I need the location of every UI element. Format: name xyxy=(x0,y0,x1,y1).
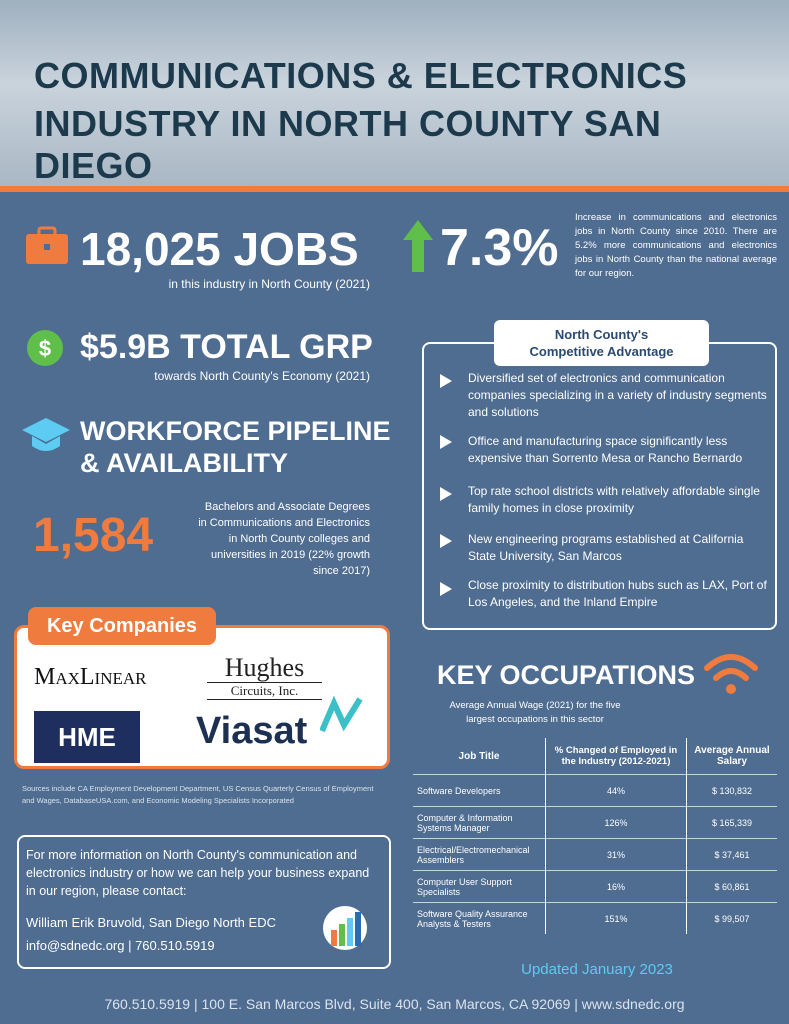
advantage-title-line: North County's xyxy=(554,327,649,342)
cell: 126% xyxy=(545,806,687,839)
cell: $ 60,861 xyxy=(686,870,777,903)
edc-logo xyxy=(323,906,367,950)
title: COMMUNICATIONS & ELECTRONICS xyxy=(34,55,688,96)
logo-text: Hughes xyxy=(224,653,305,682)
contact-name: William Erik Bruvold, San Diego North ED… xyxy=(26,915,276,930)
table-row: Computer & Information Systems Manager 12… xyxy=(413,806,777,839)
cell: $ 99,507 xyxy=(686,902,777,934)
advantage-item: Top rate school districts with relativel… xyxy=(468,484,760,515)
title: INDUSTRY IN NORTH COUNTY SAN DIEGO xyxy=(34,103,662,186)
updated-note: Updated January 2023 xyxy=(521,961,673,978)
svg-text:$: $ xyxy=(39,336,51,361)
header-stripe xyxy=(0,186,789,192)
briefcase-icon xyxy=(26,226,68,264)
workforce-description: Bachelors and Associate Degrees in Commu… xyxy=(198,501,370,577)
advantage-title: North County's Competitive Advantage xyxy=(494,320,709,366)
grp-value: $5.9B TOTAL GRP xyxy=(80,328,373,366)
jobs-value: 18,025 JOBS xyxy=(80,223,359,275)
bullet-icon xyxy=(440,582,452,596)
advantage-item: Diversified set of electronics and commu… xyxy=(468,371,767,419)
cell: 151% xyxy=(545,902,687,934)
cell: $ 165,339 xyxy=(686,806,777,839)
workforce-title: & AVAILABILITY xyxy=(80,448,288,478)
contact-details: info@sdnedc.org | 760.510.5919 xyxy=(26,938,215,953)
viasat-mark xyxy=(320,695,363,733)
bullet-icon xyxy=(440,534,452,548)
table-row: Computer User Support Specialists 16% $ 60… xyxy=(413,870,777,903)
growth-value: 7.3% xyxy=(440,219,559,277)
table-row: Software Quality Assurance Analysts & Te… xyxy=(413,902,777,934)
advantage-item: Close proximity to distribution hubs suc… xyxy=(468,578,767,609)
logo-hughes: Hughes Circuits, Inc. xyxy=(207,654,322,700)
wifi-icon xyxy=(704,654,758,694)
cell: $ 130,832 xyxy=(686,774,777,807)
contact-text: For more information on North County's c… xyxy=(26,848,370,898)
logo-viasat: Viasat xyxy=(196,710,308,752)
workforce-value: 1,584 xyxy=(33,509,154,562)
occupations-table: Job Title % Changed of Employed in the I… xyxy=(413,738,777,934)
grp-caption: towards North County's Economy (2021) xyxy=(154,369,370,383)
footer: 760.510.5919 | 100 E. San Marcos Blvd, S… xyxy=(104,996,685,1012)
header-cell: Average Annual Salary xyxy=(694,745,770,767)
sources: Sources include CA Employment Developmen… xyxy=(22,784,374,805)
workforce-title: WORKFORCE PIPELINE xyxy=(80,416,391,446)
occupations-title: KEY OCCUPATIONS xyxy=(437,660,696,690)
bullet-icon xyxy=(440,374,452,388)
header-background xyxy=(0,0,789,186)
logo-hme: HME xyxy=(34,711,140,763)
cell: Electrical/Electromechanical Assemblers xyxy=(413,838,546,871)
bullet-icon xyxy=(440,487,452,501)
logo-maxlinear: MaxLinear xyxy=(34,664,147,690)
advantage-title-line: Competitive Advantage xyxy=(529,344,674,359)
cell: Software Developers xyxy=(413,774,546,807)
cell: 31% xyxy=(545,838,687,871)
growth-description: Increase in communications and electroni… xyxy=(575,212,777,279)
graduation-icon xyxy=(22,418,70,451)
dollar-icon: $ xyxy=(27,330,63,366)
cell: 16% xyxy=(545,870,687,903)
cell: $ 37,461 xyxy=(686,838,777,871)
table-row: Electrical/Electromechanical Assemblers 3… xyxy=(413,838,777,871)
header-cell: % Changed of Employed in the Industry (2… xyxy=(545,738,687,775)
companies-title: Key Companies xyxy=(28,607,216,645)
cell: 44% xyxy=(545,774,687,807)
header-cell: Job Title xyxy=(458,750,500,762)
logo-text: Circuits, Inc. xyxy=(207,682,322,700)
advantage-item: New engineering programs established at … xyxy=(468,532,744,563)
cell: Software Quality Assurance Analysts & Te… xyxy=(413,902,546,934)
jobs-caption: in this industry in North County (2021) xyxy=(168,277,370,291)
bullet-icon xyxy=(440,435,452,449)
up-arrow-icon xyxy=(403,220,433,272)
cell: Computer & Information Systems Manager xyxy=(413,806,546,839)
occupations-subtitle: Average Annual Wage (2021) for the five … xyxy=(449,700,621,725)
advantage-item: Office and manufacturing space significa… xyxy=(468,434,743,465)
cell: Computer User Support Specialists xyxy=(413,870,546,903)
table-row: Software Developers 44% $ 130,832 xyxy=(413,774,777,807)
contact-box xyxy=(17,835,391,969)
table-header: Job Title % Changed of Employed in the I… xyxy=(413,738,777,775)
